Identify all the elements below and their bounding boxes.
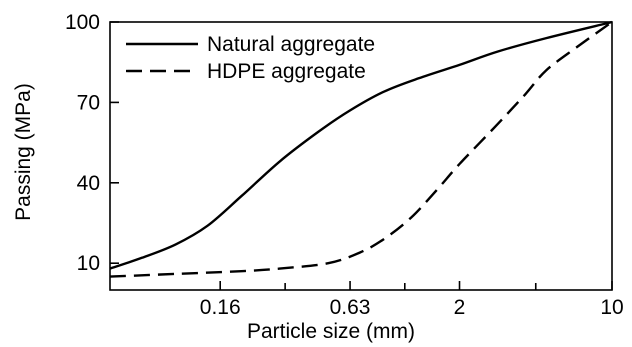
y-tick-label: 10: [77, 252, 100, 275]
y-axis-label: Passing (MPa): [12, 83, 35, 221]
legend: Natural aggregate HDPE aggregate: [126, 33, 375, 83]
series-line: [109, 21, 613, 278]
x-tick-label: 0.63: [330, 296, 371, 319]
legend-label: HDPE aggregate: [207, 60, 366, 83]
x-tick-label: 10: [600, 296, 623, 319]
series-line: [109, 20, 613, 270]
series: [109, 20, 613, 278]
x-tick-label: 0.16: [200, 296, 241, 319]
y-tick-label: 100: [65, 11, 100, 34]
axes: [109, 21, 613, 291]
x-tick-label: 2: [454, 296, 466, 319]
x-axis-label: Particle size (mm): [247, 320, 415, 343]
y-tick-label: 40: [77, 172, 100, 195]
ticks: 10 40 70 100 0.16 0.63 2 10: [65, 11, 624, 319]
plot-frame: [109, 21, 613, 291]
legend-label: Natural aggregate: [207, 33, 375, 56]
y-tick-label: 70: [77, 91, 100, 114]
